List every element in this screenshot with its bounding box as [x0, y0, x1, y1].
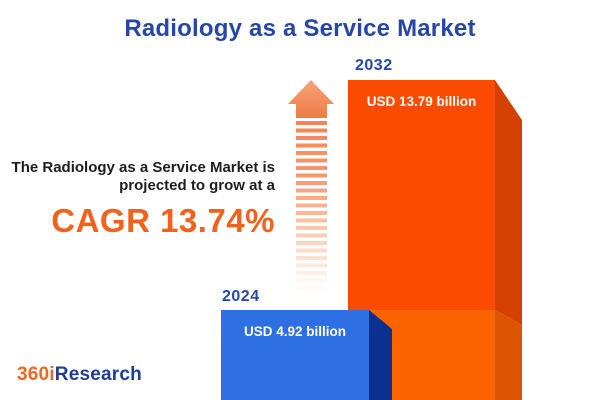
bar-2032-value-label: USD 13.79 billion — [366, 94, 477, 109]
description-line1: The Radiology as a Service Market is — [11, 159, 275, 176]
description-line2: projected to grow at a — [119, 177, 275, 194]
brand-logo-360i: 360i — [17, 364, 55, 385]
cagr-value: CAGR 13.74% — [51, 202, 275, 239]
growth-arrow-shaft-icon — [296, 121, 327, 295]
description-block: The Radiology as a Service Market is pro… — [0, 159, 275, 240]
growth-arrow-icon — [288, 80, 334, 118]
bar-2024 — [221, 310, 392, 400]
brand-logo: 360iResearch — [17, 364, 142, 386]
bar-2024-year-label: 2024 — [222, 288, 260, 305]
bar-2024-value-label: USD 4.92 billion — [243, 324, 347, 339]
brand-logo-research: Research — [54, 364, 142, 385]
page-title: Radiology as a Service Market — [124, 15, 476, 42]
bar-2032-year-label: 2032 — [355, 57, 393, 74]
